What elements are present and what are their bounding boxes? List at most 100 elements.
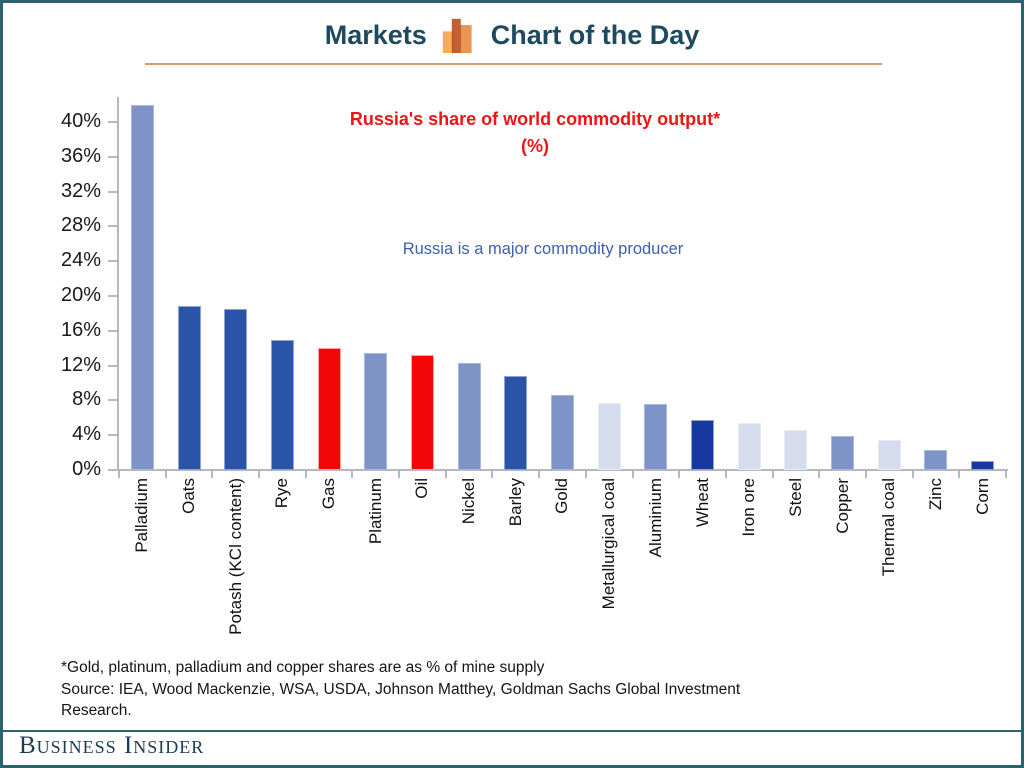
x-tick-mark [398,470,401,478]
x-tick-mark [258,470,261,478]
x-category-label-text: Rye [272,478,292,509]
x-category-label-text: Iron ore [739,478,759,537]
x-category-label-text: Thermal coal [879,478,899,577]
bar [597,403,621,470]
y-tick-label: 36% [60,144,101,167]
y-tick-label: 40% [60,110,101,132]
x-tick-mark [538,470,541,478]
x-tick-mark [1005,470,1007,478]
y-tick-label: 20% [60,284,101,306]
x-category-label-text: Platinum [365,478,385,545]
y-tick-label: 4% [72,423,101,446]
y-tick-label: 8% [72,388,101,411]
x-category-label: Oats [166,478,213,683]
x-category-label-text: Gas [319,478,339,510]
footer-rule [3,730,1021,732]
header: Markets Chart of the Day [3,17,1021,53]
x-tick-mark [818,470,821,478]
x-category-label: Wheat [679,478,726,683]
chart-title-unit: (%) [521,136,549,156]
brand-label: Markets [324,19,427,50]
y-tick-label: 32% [60,179,101,202]
x-tick-mark [911,470,914,478]
bar [551,395,574,470]
x-category-label: Palladium [119,478,166,683]
bar [831,436,855,470]
x-category-label: Oil [399,478,446,683]
x-category-label-text: Palladium [132,478,152,553]
x-category-label-text: Oil [412,478,432,499]
source-line-continued: Research. [61,702,132,719]
x-tick-mark [631,470,634,478]
x-tick-mark [864,470,867,478]
x-tick-mark [491,470,494,478]
x-category-label-text: Steel [785,478,805,517]
x-category-label: Nickel [446,478,493,683]
y-tick-label: 28% [60,214,101,237]
x-category-label-text: Wheat [692,478,712,528]
x-category-label-text: Barley [505,478,525,527]
x-category-label-text: Gold [552,478,572,514]
bar [877,440,901,470]
x-tick-mark [211,470,214,478]
y-axis-line [117,97,119,471]
x-category-label: Thermal coal [866,478,913,683]
x-tick-mark [164,470,167,478]
y-tick-label: 0% [72,458,101,480]
bar [644,403,668,470]
bar [270,339,294,470]
x-category-label-text: Nickel [459,478,479,525]
x-category-label: Iron ore [726,478,773,683]
bar [737,423,761,470]
x-category-label: Barley [492,478,539,683]
source-line: Source: IEA, Wood Mackenzie, WSA, USDA, … [61,680,741,698]
bar [130,104,154,470]
x-tick-mark [351,470,354,478]
chart-title: Russia's share of world commodity output… [265,106,805,160]
footnote: *Gold, platinum, palladium and copper sh… [61,657,941,722]
x-tick-mark [958,470,961,478]
bar [924,449,948,470]
bar [177,306,201,470]
business-insider-logo: Business Insider [19,732,205,759]
chart-title-line1: Russia's share of world commodity output… [349,109,721,129]
x-category-label: Gas [306,478,353,683]
x-tick-mark [444,470,447,478]
x-tick-mark [724,470,727,478]
x-tick-mark [118,470,120,478]
x-category-label: Rye [259,478,306,683]
x-category-label: Potash (KCl content) [212,478,259,683]
bar [317,348,341,470]
bar [457,362,481,470]
x-category-label: Copper [819,478,866,683]
y-tick-label: 24% [60,249,101,272]
bar [224,309,248,470]
x-category-label-text: Metallurgical coal [599,478,619,610]
x-category-label-text: Oats [179,478,198,514]
bar [410,355,434,470]
y-tick-label: 12% [60,353,101,376]
x-tick-mark [304,470,307,478]
x-axis-line [110,469,1008,471]
header-accent-rule [145,63,882,65]
x-tick-mark [678,470,681,478]
x-tick-mark [771,470,774,478]
x-category-label: Steel [773,478,820,683]
bar-chart-logo-icon [441,17,477,53]
x-category-label: Corn [959,478,1006,683]
x-category-label: Aluminium [633,478,680,683]
footnote-line: *Gold, platinum, palladium and copper sh… [61,659,545,676]
header-title: Chart of the Day [490,19,700,50]
bar [784,429,808,470]
x-category-label-text: Zinc [925,478,945,511]
x-category-label: Platinum [352,478,399,683]
x-tick-mark [584,470,587,478]
chart-annotation: Russia is a major commodity producer [402,240,684,258]
x-category-label-text: Aluminium [645,478,665,558]
y-tick-label: 16% [60,318,101,341]
x-category-label-text: Copper [832,478,852,534]
x-category-label-text: Potash (KCl content) [225,478,245,635]
x-category-label-text: Corn [972,478,992,515]
bar [364,352,388,470]
